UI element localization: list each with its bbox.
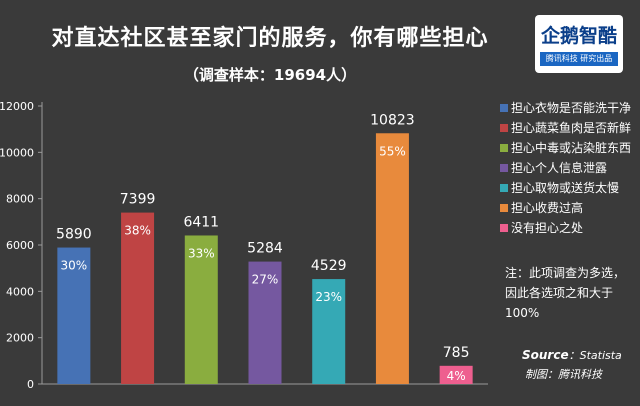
chart-legend: 担心衣物是否能洗干净 担心蔬菜鱼肉是否新鲜 担心中毒或沾染脏东西 担心个人信息泄露 担心…: [500, 100, 640, 240]
y-tick-label: 0: [27, 378, 34, 391]
bar-value-label: 785: [443, 345, 470, 361]
legend-swatch: [500, 164, 508, 172]
legend-item: 担心中毒或沾染脏东西: [500, 140, 640, 160]
legend-label: 担心蔬菜鱼肉是否新鲜: [511, 121, 632, 135]
legend-swatch: [500, 104, 508, 112]
bar-percent-label: 30%: [61, 259, 88, 273]
legend-item: 担心蔬菜鱼肉是否新鲜: [500, 120, 640, 140]
bar-percent-label: 55%: [379, 144, 406, 158]
bar-percent-label: 33%: [188, 246, 215, 260]
bar-chart: 0 2000 4000 6000 8000 10000 12000 5890 30% 7399 38…: [0, 100, 488, 391]
bar-percent-label: 38%: [124, 224, 151, 238]
bar-value-label: 6411: [183, 214, 219, 230]
legend-label: 担心个人信息泄露: [511, 161, 608, 175]
survey-note: 注：此项调查为多选，因此各选项之和大于100%: [505, 266, 626, 320]
y-tick-label: 12000: [0, 100, 34, 113]
legend-swatch: [500, 184, 508, 192]
bar-percent-label: 27%: [252, 273, 279, 287]
legend-item: 担心收费过高: [500, 200, 640, 220]
legend-item: 担心个人信息泄露: [500, 160, 640, 180]
bar-value-label: 5890: [56, 227, 92, 243]
bar: [439, 365, 473, 384]
chart-subtitle: （调查样本：19694人）: [183, 66, 357, 84]
bar: [312, 279, 346, 384]
legend-item: 没有担心之处: [500, 220, 640, 240]
brand-logo: 企鹅智酷 腾讯科技 研究出品: [535, 15, 623, 73]
chart-title: 对直达社区甚至家门的服务，你有哪些担心: [51, 26, 489, 51]
bar: [57, 247, 91, 384]
legend-item: 担心取物或送货太慢: [500, 180, 640, 200]
legend-label: 没有担心之处: [511, 221, 584, 235]
bar-percent-label: 23%: [315, 290, 342, 304]
source-key: Source: [522, 348, 569, 362]
y-tick-label: 10000: [0, 146, 34, 159]
y-tick-label: 8000: [6, 193, 34, 206]
y-tick-label: 2000: [6, 332, 34, 345]
y-tick-label: 4000: [6, 285, 34, 298]
bar-value-label: 10823: [370, 112, 415, 128]
bar: [184, 235, 218, 384]
legend-label: 担心衣物是否能洗干净: [511, 101, 632, 115]
source-value: ：Statista: [568, 349, 622, 362]
bar: [375, 133, 409, 384]
bar-percent-label: 4%: [447, 369, 466, 383]
bar: [121, 212, 155, 384]
logo-text: 企鹅智酷: [540, 25, 617, 47]
legend-swatch: [500, 204, 508, 212]
legend-item: 担心衣物是否能洗干净: [500, 100, 640, 120]
legend-swatch: [500, 144, 508, 152]
legend-swatch: [500, 124, 508, 132]
legend-label: 担心取物或送货太慢: [511, 181, 620, 195]
y-tick-label: 6000: [6, 239, 34, 252]
source-credit: Source：Statista: [522, 347, 637, 363]
legend-label: 担心中毒或沾染脏东西: [511, 141, 632, 155]
bar-value-label: 7399: [120, 192, 156, 208]
bar-value-label: 4529: [311, 258, 347, 274]
logo-subtext: 腾讯科技 研究出品: [540, 52, 618, 66]
legend-swatch: [500, 224, 508, 232]
bar-value-label: 5284: [247, 241, 283, 257]
bar: [248, 261, 282, 384]
chart-credit: 制图：腾讯科技: [525, 368, 602, 381]
legend-label: 担心收费过高: [511, 201, 584, 215]
